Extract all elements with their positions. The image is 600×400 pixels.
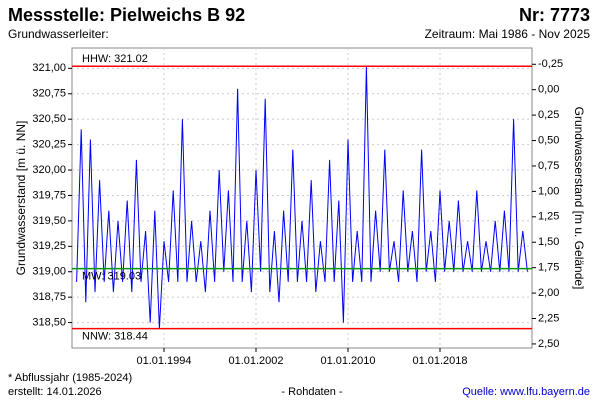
raw-data-note: - Rohdaten - [281,386,342,398]
y2-axis-label: Grundwasserstand [m u. Gelände] [572,107,586,290]
y2-tick-label: 2,00 [538,287,559,299]
chart-title: Messstelle: Pielweichs B 92 [8,5,245,25]
reference-label: HHW: 321.02 [82,53,148,65]
y2-tick-label: -0,25 [538,58,563,70]
y2-tick-label: 0,50 [538,134,559,146]
y-tick-label: 318,50 [32,316,66,328]
y2-tick-label: 1,75 [538,262,559,274]
reference-label: MW: 319.03 [82,271,141,283]
y2-tick-label: 0,25 [538,109,559,121]
reference-label: NNW: 318.44 [82,331,148,343]
y-tick-label: 321,00 [32,62,66,74]
footnote: * Abflussjahr (1985-2024) [8,372,132,384]
aquifer: Grundwasserleiter: [8,27,109,41]
y-tick-label: 319,75 [32,189,66,201]
y2-tick-label: 2,25 [538,312,559,324]
x-tick-label: 01.01.2010 [320,355,375,367]
x-tick-label: 01.01.1994 [136,355,191,367]
y2-tick-label: 2,50 [538,338,559,350]
y-tick-label: 319,50 [32,215,66,227]
y-tick-label: 319,00 [32,266,66,278]
created-date: erstellt: 14.01.2026 [8,386,102,398]
y2-tick-label: 0,75 [538,160,559,172]
y-tick-label: 318,75 [32,291,66,303]
y-tick-label: 320,75 [32,88,66,100]
period: Zeitraum: Mai 1986 - Nov 2025 [425,27,591,41]
y2-tick-label: 1,00 [538,185,559,197]
y-tick-label: 319,25 [32,240,66,252]
y-axis-label: Grundwasserstand [m ü. NN] [14,121,28,276]
data-line [76,66,528,329]
y2-tick-label: 0,00 [538,84,559,96]
station-number: Nr: 7773 [519,5,590,25]
y-tick-label: 320,50 [32,113,66,125]
plot-area [71,47,533,349]
source: Quelle: www.lfu.bayern.de [462,386,590,398]
y2-tick-label: 1,50 [538,236,559,248]
x-tick-label: 01.01.2018 [412,355,467,367]
x-tick-label: 01.01.2002 [228,355,283,367]
y-tick-label: 320,00 [32,164,66,176]
y-tick-label: 320,25 [32,139,66,151]
y2-tick-label: 1,25 [538,211,559,223]
